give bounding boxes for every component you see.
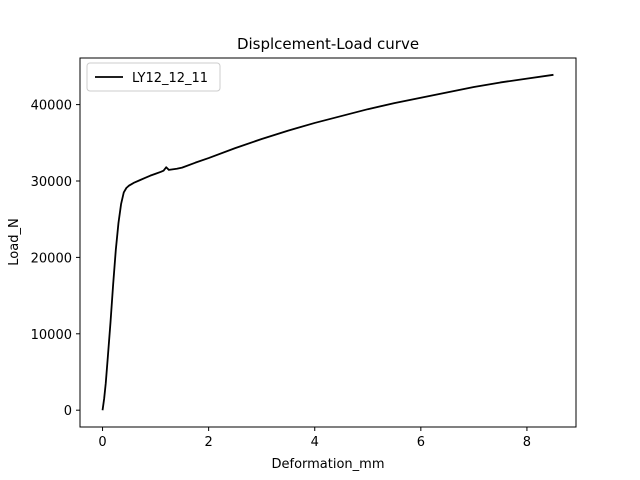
x-tick-label: 6: [417, 435, 425, 450]
y-tick-label: 10000: [31, 328, 72, 343]
legend-label-ly12-12-11: LY12_12_11: [132, 71, 208, 86]
y-tick-label: 30000: [31, 175, 72, 190]
legend-box: [86, 62, 221, 92]
plot-frame: [79, 57, 577, 428]
x-tick-label: 4: [311, 435, 319, 450]
y-axis-ticks: 0 10000 20000 30000 40000: [31, 99, 80, 419]
y-tick-label: 0: [64, 404, 72, 419]
x-axis-ticks: 0 2 4 6 8: [98, 427, 531, 450]
x-axis-label: Deformation_mm: [271, 457, 384, 472]
legend: LY12_12_11: [86, 62, 221, 92]
x-tick-label: 8: [523, 435, 531, 450]
y-tick-label: 40000: [31, 99, 72, 114]
chart-title: Displcement-Load curve: [237, 35, 419, 53]
x-tick-label: 2: [205, 435, 213, 450]
series-group: [101, 73, 554, 411]
series-line-ly12-12-11: [101, 73, 554, 411]
y-axis-label: Load_N: [7, 218, 22, 265]
y-tick-label: 20000: [31, 251, 72, 266]
x-tick-label: 0: [98, 435, 106, 450]
